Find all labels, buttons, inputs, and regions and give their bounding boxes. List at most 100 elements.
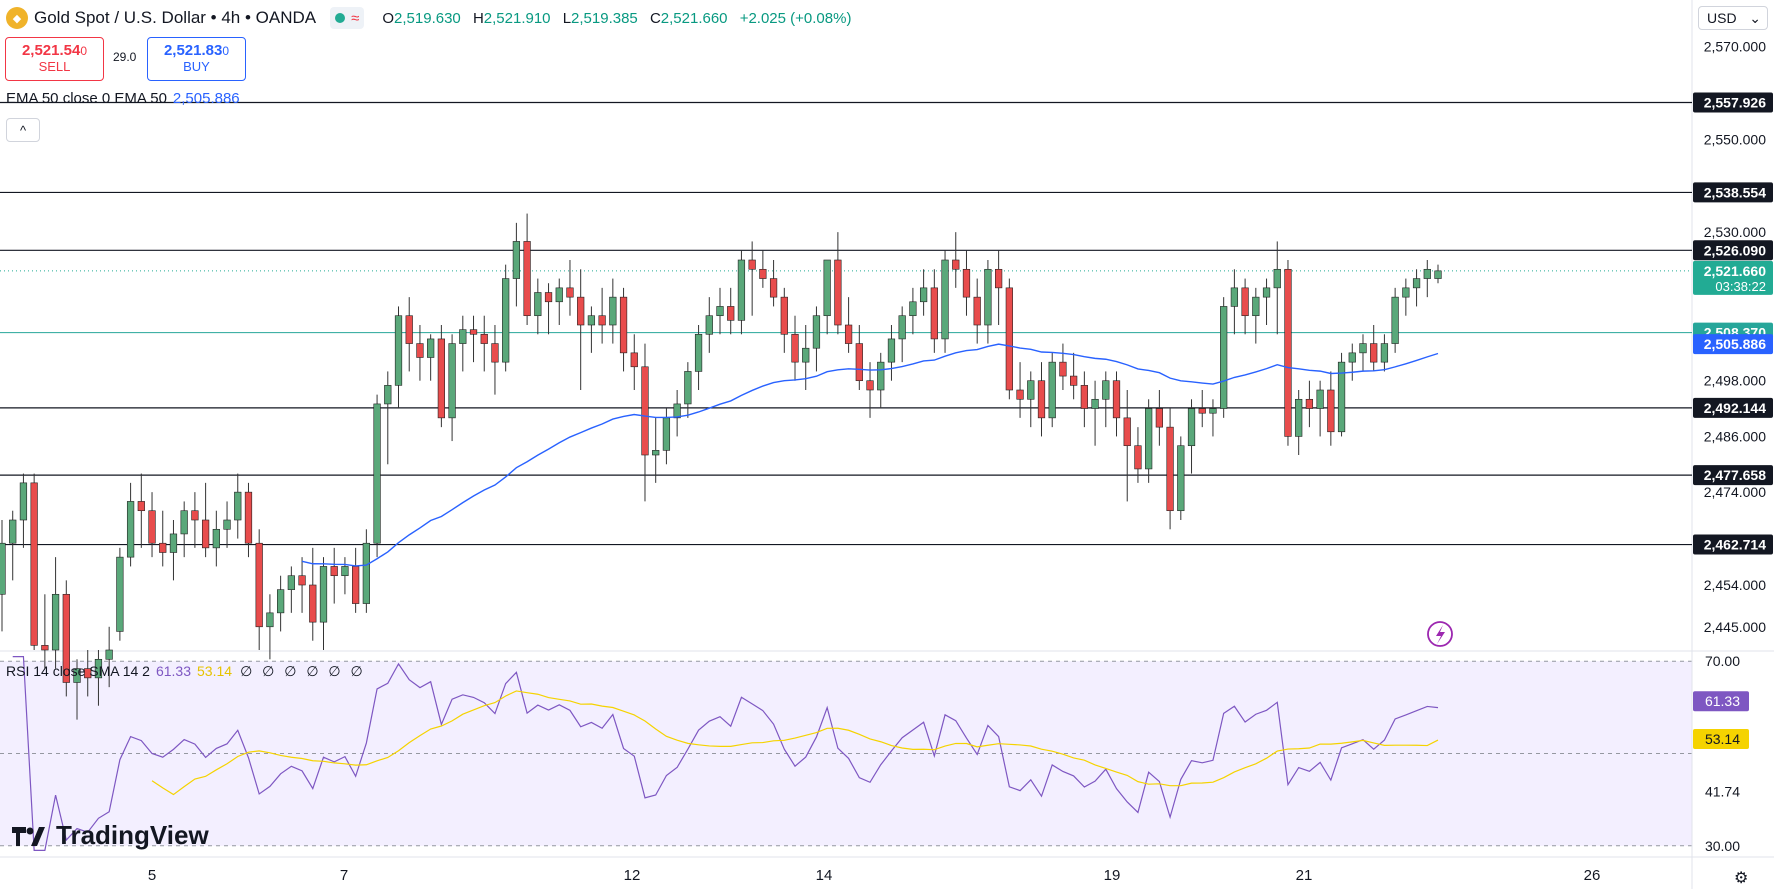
candle-body-up xyxy=(19,482,28,521)
rsi-tag-bg xyxy=(1693,729,1749,750)
price-tick-label: 2,550.000 xyxy=(1704,131,1766,147)
high-value: 2,521.910 xyxy=(483,9,551,27)
candle xyxy=(384,371,392,465)
price-tick-label: 2,498.000 xyxy=(1704,373,1766,389)
rsi-tag: 61.33 xyxy=(1693,691,1749,712)
candle-body-down xyxy=(330,566,338,577)
price-tag-bg xyxy=(1693,334,1773,355)
candle xyxy=(1423,260,1431,298)
price-tick-label: 2,474.000 xyxy=(1704,484,1766,500)
candle-body-down xyxy=(1284,268,1292,437)
ema-legend-value: 2,505.886 xyxy=(172,90,240,107)
candle xyxy=(1273,241,1281,335)
sell-button[interactable]: 2,521.540 SELL xyxy=(5,37,104,81)
tradingview-logo[interactable]: TradingView xyxy=(10,820,209,851)
buy-button[interactable]: 2,521.830 BUY xyxy=(147,37,246,81)
candle xyxy=(952,232,960,288)
candle xyxy=(619,287,628,372)
candle-body-up xyxy=(909,301,917,317)
candle-body-down xyxy=(1305,398,1314,409)
candle-body-down xyxy=(995,268,1003,289)
candle xyxy=(737,250,746,335)
candle-body-up xyxy=(427,338,435,358)
price-tag: 2,492.144 xyxy=(1693,397,1773,418)
sell-label: SELL xyxy=(38,59,71,74)
candle xyxy=(684,362,692,418)
rsi-tick-label: 70.00 xyxy=(1705,653,1740,669)
candle-body-up xyxy=(1380,343,1389,363)
sell-price-small: 0 xyxy=(80,44,88,58)
candle-body-up xyxy=(737,259,746,321)
candle-body-down xyxy=(1166,426,1174,512)
market-status[interactable]: ≈ xyxy=(330,7,365,29)
symbol-title[interactable]: Gold Spot / U.S. Dollar • 4h • OANDA xyxy=(34,8,317,27)
price-tag-bg xyxy=(1693,240,1773,261)
candle xyxy=(812,306,821,372)
candle-body-up xyxy=(1391,296,1399,344)
rsi-legend[interactable]: RSI 14 close SMA 14 2 61.33 53.14 ∅ ∅ ∅ ∅ ∅… xyxy=(6,663,366,680)
candle xyxy=(94,650,103,706)
candle xyxy=(1230,269,1239,335)
candle xyxy=(448,334,456,442)
candle xyxy=(416,325,424,381)
price-tick-label: 2,445.000 xyxy=(1704,619,1766,635)
candle xyxy=(1252,287,1260,344)
candle-body-up xyxy=(1048,361,1056,419)
currency-selector[interactable]: USD ⌄ xyxy=(1698,6,1768,30)
rsi-sma-line xyxy=(151,690,1439,796)
candle xyxy=(405,297,413,372)
candle-body-down xyxy=(491,343,499,363)
candle xyxy=(373,394,381,558)
candle xyxy=(1027,371,1035,428)
candle xyxy=(995,250,1003,325)
candle-body-down xyxy=(137,501,145,512)
candle-body-up xyxy=(877,361,885,391)
candle xyxy=(180,501,188,558)
candle xyxy=(427,334,435,381)
collapse-legend-button[interactable]: ^ xyxy=(6,118,40,142)
candle-body-up xyxy=(373,403,381,544)
ema-legend[interactable]: EMA 50 close 0 EMA 50 2,505.886 xyxy=(6,90,240,107)
candle-body-down xyxy=(1037,380,1046,419)
candle-body-up xyxy=(1262,287,1271,298)
candle-body-up xyxy=(1187,408,1196,447)
candle xyxy=(491,325,499,395)
candle xyxy=(1037,362,1046,437)
candle-body-up xyxy=(1295,398,1303,437)
candle-body-up xyxy=(1230,287,1239,307)
candle xyxy=(126,482,135,567)
candle-body-down xyxy=(973,296,981,326)
low-label: L xyxy=(562,9,572,27)
candle xyxy=(919,269,928,316)
candle xyxy=(169,520,178,581)
price-tag: 2,505.886 xyxy=(1693,334,1773,355)
candle-body-down xyxy=(309,584,317,623)
candle-body-up xyxy=(287,575,295,590)
change-value: +2.025 (+0.08%) xyxy=(739,9,852,27)
candle xyxy=(234,473,242,539)
settings-icon[interactable]: ⚙ xyxy=(1734,870,1749,887)
candle xyxy=(148,492,156,558)
candle-body-down xyxy=(952,259,960,270)
price-tick-label: 2,454.000 xyxy=(1704,577,1766,593)
candle xyxy=(1209,399,1217,437)
buy-label: BUY xyxy=(183,59,210,74)
ohlc-readout: O2,519.630 H2,521.910 L2,519.385 C2,521.… xyxy=(382,10,859,27)
candle-body-up xyxy=(459,329,467,344)
candle-body-up xyxy=(1316,389,1324,409)
price-tag-label: 2,538.554 xyxy=(1704,184,1766,200)
sell-price: 2,521.540 xyxy=(22,43,87,59)
rsi-tick-label: 41.74 xyxy=(1705,784,1740,800)
candle-body-up xyxy=(1091,398,1099,409)
gold-icon: ◆ xyxy=(6,7,28,29)
candle xyxy=(716,287,724,335)
candle-body-down xyxy=(930,287,938,340)
candle-body-down xyxy=(30,482,38,646)
candle-body-down xyxy=(352,566,360,604)
price-tag-bg xyxy=(1693,92,1773,113)
candle xyxy=(544,283,553,335)
price-tag-bg xyxy=(1693,182,1773,203)
lightning-icon-ring xyxy=(1427,621,1453,647)
